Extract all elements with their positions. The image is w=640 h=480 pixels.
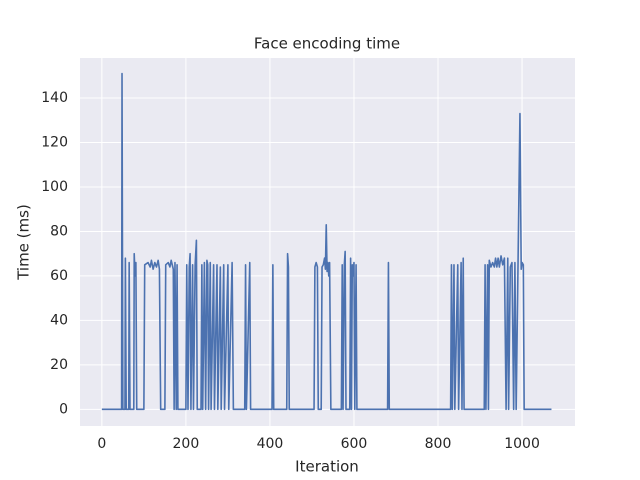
x-tick-label: 800 bbox=[425, 436, 452, 452]
y-tick-label: 120 bbox=[41, 134, 68, 150]
y-tick-label: 100 bbox=[41, 179, 68, 195]
chart-title: Face encoding time bbox=[254, 35, 400, 53]
y-tick-label: 0 bbox=[59, 401, 68, 417]
x-tick-label: 600 bbox=[341, 436, 368, 452]
y-tick-label: 20 bbox=[50, 357, 68, 373]
y-tick-label: 140 bbox=[41, 90, 68, 106]
x-axis-label: Iteration bbox=[295, 458, 359, 476]
x-tick-label: 200 bbox=[173, 436, 200, 452]
y-tick-label: 80 bbox=[50, 223, 68, 239]
data-line bbox=[101, 72, 552, 411]
y-tick-label: 40 bbox=[50, 312, 68, 328]
y-tick-label: 60 bbox=[50, 268, 68, 284]
plot-area bbox=[80, 58, 575, 426]
y-axis-label: Time (ms) bbox=[15, 204, 33, 281]
x-tick-label: 400 bbox=[257, 436, 284, 452]
x-tick-label: 1000 bbox=[504, 436, 540, 452]
x-tick-label: 0 bbox=[97, 436, 106, 452]
